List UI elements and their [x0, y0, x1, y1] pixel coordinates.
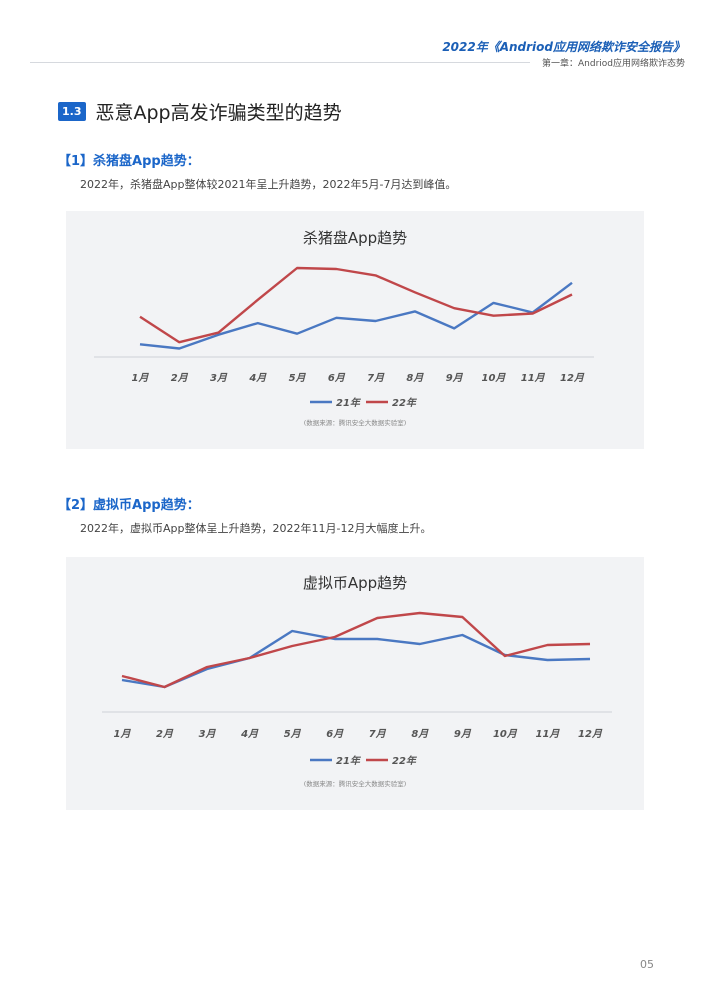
chart-panel-2: 虚拟币App趋势 1月 2月 3月 4月 5月 6月 7月 8月 9月 10月 11月 12月 21年 22… — [66, 557, 644, 810]
x-tick-label: 12月 — [560, 372, 585, 384]
x-tick-label: 8月 — [411, 728, 429, 740]
x-tick-label: 1月 — [132, 372, 150, 384]
x-tick-label: 6月 — [326, 728, 344, 740]
legend-label: 21年 — [336, 755, 362, 767]
x-tick-label: 3月 — [199, 728, 217, 740]
subsection-text-2: 2022年，虚拟币App整体呈上升趋势，2022年11月-12月大幅度上升。 — [80, 522, 432, 535]
chart-title: 杀猪盘App趋势 — [303, 229, 407, 247]
x-tick-label: 8月 — [406, 372, 424, 384]
x-tick-label: 1月 — [114, 728, 132, 740]
chart-source-note: (数据来源：腾讯安全大数据实验室) — [304, 779, 407, 788]
x-tick-label: 5月 — [284, 728, 302, 740]
section-number-badge: 1.3 — [58, 102, 86, 121]
x-tick-label: 11月 — [535, 728, 560, 740]
page-number: 05 — [640, 958, 654, 971]
x-tick-label: 11月 — [521, 372, 546, 384]
line-chart-virtual-currency: 虚拟币App趋势 1月 2月 3月 4月 5月 6月 7月 8月 9月 10月 11月 12月 21年 22… — [102, 574, 612, 788]
x-tick-label: 2月 — [171, 372, 189, 384]
subsection-text-1: 2022年，杀猪盘App整体较2021年呈上升趋势，2022年5月-7月达到峰值… — [80, 178, 457, 191]
header-divider — [30, 62, 530, 63]
chart-panel-1: 杀猪盘App趋势 1月 2月 3月 4月 5月 6月 7月 8月 9月 10月 11月 12月 21年 22… — [66, 211, 644, 449]
section-title: 恶意App高发诈骗类型的趋势 — [95, 102, 342, 124]
legend-label: 22年 — [392, 397, 418, 409]
line-chart-pig-butchering: 杀猪盘App趋势 1月 2月 3月 4月 5月 6月 7月 8月 9月 10月 11月 12月 21年 22… — [94, 229, 594, 427]
x-tick-label: 10月 — [481, 372, 506, 384]
series-line-21年 — [121, 629, 591, 689]
x-tick-label: 10月 — [493, 728, 518, 740]
chart-source-note: (数据来源：腾讯安全大数据实验室) — [304, 418, 407, 427]
x-tick-label: 2月 — [156, 728, 174, 740]
chapter-label: 第一章：Andriod应用网络欺诈态势 — [542, 59, 685, 69]
section-heading: 1.3 恶意App高发诈骗类型的趋势 — [58, 98, 342, 125]
subsection-heading-2: 【2】虚拟币App趋势： — [58, 498, 200, 513]
x-tick-label: 5月 — [289, 372, 307, 384]
subsection-heading-1: 【1】杀猪盘App趋势： — [58, 154, 200, 169]
x-tick-label: 4月 — [240, 728, 259, 740]
series-line-21年 — [139, 281, 573, 350]
chart-title: 虚拟币App趋势 — [303, 574, 407, 592]
x-tick-label: 12月 — [578, 728, 603, 740]
x-tick-label: 9月 — [446, 372, 464, 384]
series-line-22年 — [121, 611, 591, 689]
legend-label: 22年 — [392, 755, 418, 767]
x-tick-label: 9月 — [454, 728, 472, 740]
x-tick-label: 3月 — [210, 372, 228, 384]
x-tick-label: 7月 — [367, 372, 385, 384]
report-title: 2022年《Andriod应用网络欺诈安全报告》 — [442, 40, 685, 54]
series-line-22年 — [139, 266, 573, 344]
x-tick-label: 4月 — [248, 372, 267, 384]
x-tick-label: 6月 — [328, 372, 346, 384]
x-tick-label: 7月 — [369, 728, 387, 740]
legend-label: 21年 — [336, 397, 362, 409]
